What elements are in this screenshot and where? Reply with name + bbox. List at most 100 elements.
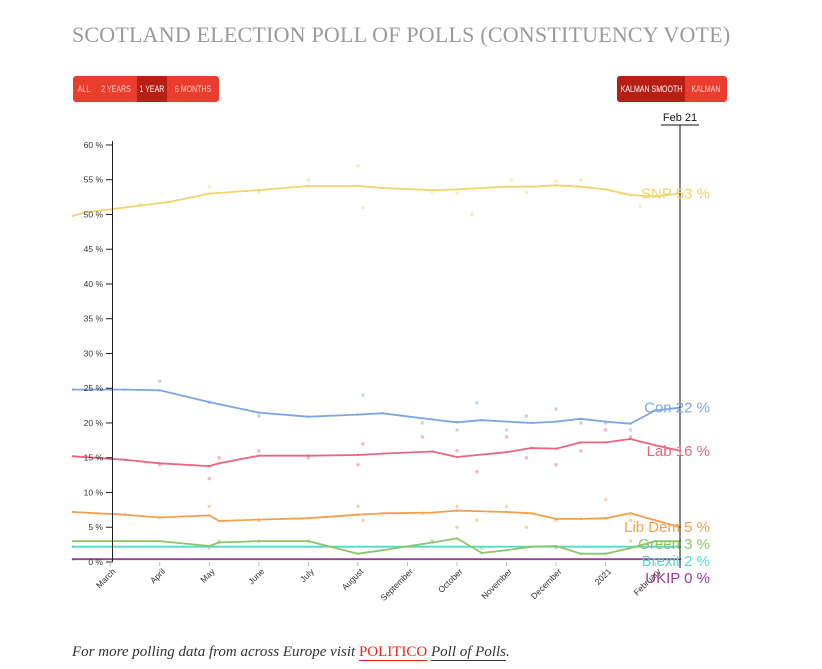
poll-point-lib-dem[interactable] — [356, 504, 360, 509]
poll-point-lib-dem[interactable] — [455, 504, 459, 509]
poll-point-lib-dem[interactable] — [475, 518, 479, 523]
poll-point-lib-dem[interactable] — [361, 518, 365, 523]
poll-point-lib-dem[interactable] — [603, 497, 608, 502]
range-1-year-button[interactable]: 1 YEAR — [137, 76, 167, 102]
trend-point-snp — [381, 186, 384, 190]
trend-line-snp[interactable] — [72, 184, 681, 217]
poll-point-lab[interactable] — [475, 469, 479, 474]
trend-point-green — [654, 539, 657, 543]
x-tick-label: July — [298, 566, 316, 584]
poll-point-green[interactable] — [628, 539, 633, 543]
poll-point-con[interactable] — [628, 428, 633, 432]
poll-point-snp[interactable] — [638, 204, 643, 208]
poll-point-lab[interactable] — [361, 442, 365, 446]
poll-point-lib-dem[interactable] — [207, 504, 212, 509]
poll-point-snp[interactable] — [257, 190, 261, 195]
trend-point-con — [307, 415, 310, 418]
trend-point-con — [530, 421, 533, 425]
trend-point-lab — [654, 444, 657, 447]
date-marker[interactable]: Feb 21 — [661, 112, 699, 568]
trend-point-con — [579, 417, 583, 421]
trend-line-green[interactable] — [73, 537, 680, 555]
trend-point-lib-dem — [579, 517, 583, 521]
poll-point-lab[interactable] — [603, 428, 608, 432]
range-2-years-button[interactable]: 2 YEARS — [101, 84, 131, 94]
poll-point-snp[interactable] — [455, 191, 459, 196]
trend-point-lab — [629, 437, 632, 441]
trend-lines — [71, 184, 682, 561]
y-tick-label: 25 % — [84, 383, 104, 393]
poll-point-con[interactable] — [524, 414, 529, 418]
trend-point-snp — [629, 193, 632, 197]
trend-point-con — [123, 388, 127, 391]
kalman-button[interactable]: KALMAN — [691, 84, 721, 94]
chart-title: SCOTLAND ELECTION POLL OF POLLS (CONSTIT… — [72, 22, 731, 47]
poll-point-con[interactable] — [257, 414, 261, 418]
poll-point-lab[interactable] — [579, 448, 583, 453]
poll-point-lib-dem[interactable] — [628, 518, 633, 523]
poll-point-lab[interactable] — [207, 476, 212, 481]
poll-point-lab[interactable] — [554, 462, 558, 467]
trend-point-snp — [431, 188, 434, 192]
poll-point-lab[interactable] — [420, 435, 425, 439]
poll-point-con[interactable] — [420, 421, 425, 425]
poll-point-lab[interactable] — [306, 455, 311, 460]
trend-line-con[interactable] — [73, 388, 681, 425]
poll-point-snp[interactable] — [470, 212, 474, 217]
poll-point-lab[interactable] — [504, 435, 509, 439]
trend-point-lab — [257, 454, 261, 457]
series-name-lib-dem: Lib Dem — [624, 519, 684, 536]
range-6-months-button[interactable]: 6 MONTHS — [174, 84, 212, 94]
trend-point-con — [604, 420, 607, 423]
poll-point-snp[interactable] — [361, 205, 365, 210]
range-all-button[interactable]: ALL — [77, 84, 91, 94]
poll-point-snp[interactable] — [524, 190, 529, 195]
poll-point-snp[interactable] — [430, 190, 435, 195]
trend-point-green — [431, 541, 434, 544]
y-tick-label: 30 % — [84, 348, 104, 358]
trend-point-lab — [307, 454, 310, 457]
trend-point-snp — [455, 188, 459, 191]
trend-line-lab[interactable] — [72, 438, 681, 467]
poll-point-lib-dem[interactable] — [504, 504, 509, 509]
trend-point-con — [431, 418, 434, 421]
poll-point-lib-dem[interactable] — [524, 525, 529, 530]
poll-point-snp[interactable] — [509, 177, 514, 182]
politico-link[interactable]: POLITICO — [358, 644, 428, 661]
trend-point-green — [579, 552, 583, 555]
poll-point-lab[interactable] — [257, 448, 261, 453]
poll-point-con[interactable] — [157, 379, 162, 384]
kalman-smooth-button[interactable]: KALMAN SMOOTH — [617, 76, 685, 102]
poll-point-snp[interactable] — [356, 164, 360, 168]
trend-point-con — [629, 422, 632, 425]
poll-point-snp[interactable] — [579, 177, 583, 182]
x-tick-label: August — [340, 566, 366, 592]
poll-point-lab[interactable] — [455, 448, 459, 453]
trend-point-con — [455, 421, 459, 424]
trend-point-brexit — [71, 545, 75, 548]
series-value-lab: 16 % — [676, 443, 710, 460]
poll-point-lab[interactable] — [628, 435, 633, 439]
trend-point-lab — [579, 441, 583, 444]
poll-point-lab[interactable] — [356, 462, 360, 467]
x-tick-label: 2021 — [593, 566, 614, 587]
trend-point-green — [505, 548, 508, 552]
poll-of-polls-link[interactable]: Poll of Polls — [431, 644, 507, 661]
poll-point-snp[interactable] — [207, 184, 212, 189]
poll-point-lab[interactable] — [524, 455, 529, 460]
poll-point-con[interactable] — [579, 421, 583, 425]
trend-point-lib-dem — [257, 518, 261, 521]
poll-point-con[interactable] — [455, 428, 459, 432]
poll-point-snp[interactable] — [554, 179, 558, 183]
poll-point-con[interactable] — [554, 407, 558, 411]
poll-point-con[interactable] — [361, 393, 365, 397]
trend-point-lab — [554, 447, 558, 450]
poll-point-snp[interactable] — [306, 177, 311, 182]
poll-point-con[interactable] — [475, 401, 479, 405]
poll-point-lab[interactable] — [217, 455, 221, 460]
trend-line-lib-dem[interactable] — [72, 509, 681, 529]
trend-point-con — [71, 388, 75, 391]
poll-point-con[interactable] — [504, 428, 509, 432]
poll-point-green[interactable] — [455, 525, 459, 530]
